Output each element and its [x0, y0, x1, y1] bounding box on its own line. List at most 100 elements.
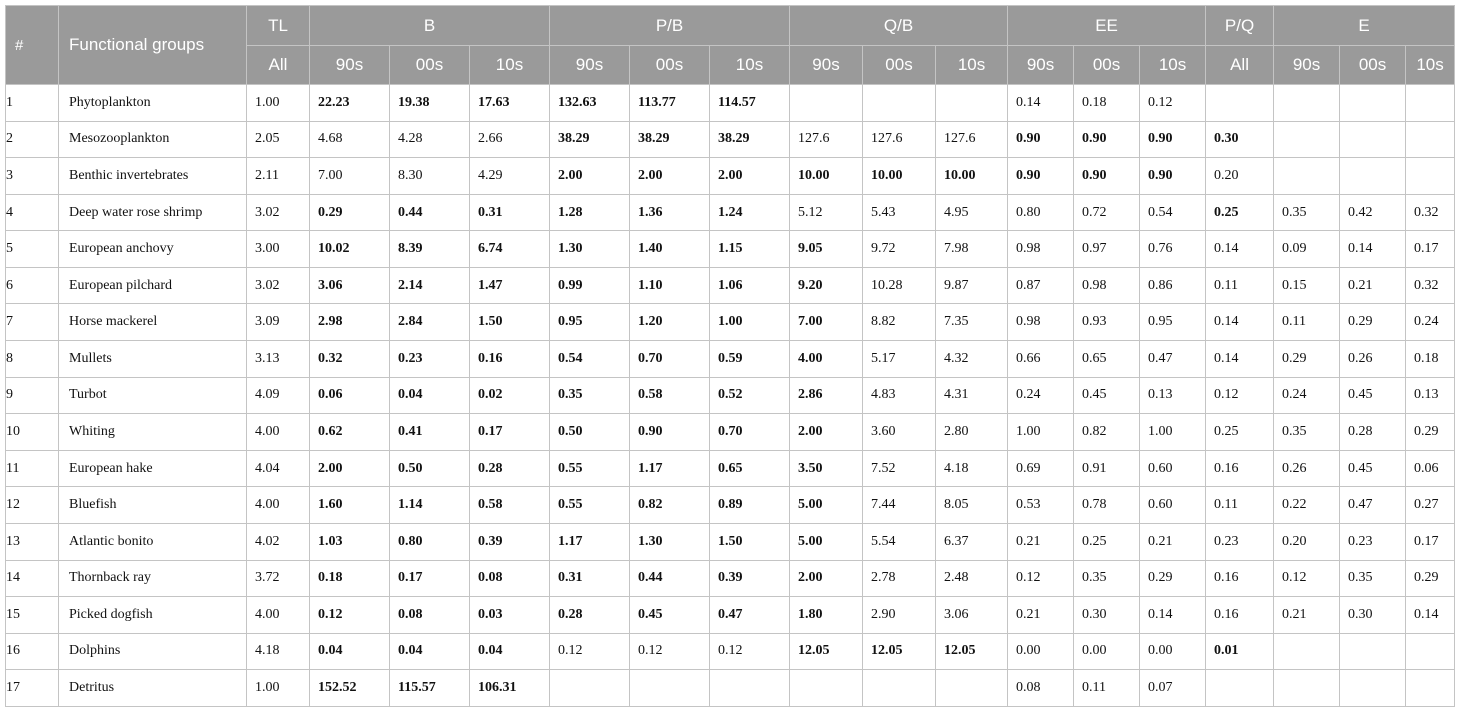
row-index: 14	[5, 559, 59, 598]
table-row: 13 Atlantic bonito 4.02 1.03 0.80 0.39 1.17 1.3…	[5, 522, 1456, 561]
cell: 0.00	[1007, 632, 1075, 671]
header-qb: Q/B	[789, 5, 1009, 46]
subheader-e-10s: 10s	[1405, 45, 1456, 85]
functional-group-name: Benthic invertebrates	[58, 157, 247, 195]
functional-group-name: Detritus	[58, 669, 247, 707]
row-index: 6	[5, 266, 59, 305]
cell: 4.95	[935, 193, 1009, 232]
cell: 8.05	[935, 486, 1009, 524]
cell	[1339, 84, 1407, 122]
cell: 9.05	[789, 230, 864, 268]
header-functional-groups: Functional groups	[58, 5, 247, 85]
cell: 1.17	[629, 449, 711, 488]
cell	[1405, 84, 1456, 122]
cell: 0.17	[468, 413, 551, 451]
table-body: 1 Phytoplankton 1.00 22.23 19.38 17.63 132.63 1…	[5, 84, 1456, 707]
cell: 10.02	[309, 230, 390, 268]
cell: 0.12	[709, 632, 791, 671]
cell: 2.11	[246, 157, 310, 195]
cell: 0.27	[1405, 486, 1456, 524]
cell	[1205, 84, 1275, 122]
cell: 4.31	[935, 376, 1009, 415]
cell: 10.00	[862, 157, 937, 195]
cell: 0.66	[1007, 340, 1075, 378]
cell: 0.80	[1007, 193, 1075, 232]
cell: 0.00	[1139, 632, 1207, 671]
cell: 0.60	[1139, 449, 1207, 488]
table-row: 6 European pilchard 3.02 3.06 2.14 1.47 0.99 1.…	[5, 266, 1456, 305]
cell: 2.00	[309, 449, 390, 488]
cell: 0.50	[389, 449, 470, 488]
cell: 1.00	[709, 303, 791, 342]
cell: 4.09	[246, 376, 310, 415]
cell: 0.16	[468, 340, 551, 378]
cell: 0.30	[1205, 120, 1275, 159]
cell: 0.29	[1139, 559, 1207, 598]
functional-group-name: Horse mackerel	[58, 303, 247, 342]
cell: 3.02	[246, 266, 310, 305]
cell: 17.63	[468, 84, 551, 122]
cell: 0.39	[468, 522, 551, 561]
cell: 2.00	[709, 157, 791, 195]
cell: 0.16	[1205, 449, 1275, 488]
cell: 0.01	[1205, 632, 1275, 671]
cell: 0.98	[1073, 266, 1141, 305]
cell: 0.00	[1073, 632, 1141, 671]
cell: 3.13	[246, 340, 310, 378]
cell	[1405, 669, 1456, 707]
cell: 10.00	[935, 157, 1009, 195]
cell: 0.04	[309, 632, 390, 671]
cell: 0.18	[309, 559, 390, 598]
cell: 0.12	[1007, 559, 1075, 598]
cell: 0.47	[1139, 340, 1207, 378]
cell: 0.12	[629, 632, 711, 671]
cell	[1405, 632, 1456, 671]
cell: 8.39	[389, 230, 470, 268]
row-index: 12	[5, 486, 59, 524]
cell: 0.41	[389, 413, 470, 451]
functional-group-name: Dolphins	[58, 632, 247, 671]
cell: 6.37	[935, 522, 1009, 561]
cell: 0.90	[1007, 157, 1075, 195]
cell: 2.14	[389, 266, 470, 305]
cell: 0.90	[629, 413, 711, 451]
cell: 0.54	[549, 340, 631, 378]
row-index: 2	[5, 120, 59, 159]
cell: 0.14	[1007, 84, 1075, 122]
cell: 5.00	[789, 522, 864, 561]
cell: 3.72	[246, 559, 310, 598]
cell: 0.11	[1073, 669, 1141, 707]
cell: 0.24	[1273, 376, 1341, 415]
cell: 1.03	[309, 522, 390, 561]
cell: 0.08	[468, 559, 551, 598]
cell: 0.06	[1405, 449, 1456, 488]
cell: 1.10	[629, 266, 711, 305]
cell: 2.00	[789, 413, 864, 451]
cell: 0.35	[1339, 559, 1407, 598]
cell: 0.55	[549, 486, 631, 524]
cell: 0.93	[1073, 303, 1141, 342]
cell: 8.82	[862, 303, 937, 342]
cell: 0.42	[1339, 193, 1407, 232]
cell: 9.20	[789, 266, 864, 305]
cell: 2.78	[862, 559, 937, 598]
table-row: 16 Dolphins 4.18 0.04 0.04 0.04 0.12 0.12 0.12 12…	[5, 632, 1456, 671]
cell: 12.05	[935, 632, 1009, 671]
cell: 5.43	[862, 193, 937, 232]
cell: 10.00	[789, 157, 864, 195]
cell: 0.14	[1339, 230, 1407, 268]
table-row: 14 Thornback ray 3.72 0.18 0.17 0.08 0.31 0.44 0…	[5, 559, 1456, 598]
subheader-qb-00s: 00s	[862, 45, 937, 85]
cell: 0.39	[709, 559, 791, 598]
cell: 0.23	[1205, 522, 1275, 561]
cell: 0.60	[1139, 486, 1207, 524]
cell: 0.86	[1139, 266, 1207, 305]
cell: 0.29	[1405, 559, 1456, 598]
cell: 0.13	[1139, 376, 1207, 415]
subheader-b-00s: 00s	[389, 45, 470, 85]
table-row: 11 European hake 4.04 2.00 0.50 0.28 0.55 1.17 0…	[5, 449, 1456, 488]
subheader-b-90s: 90s	[309, 45, 390, 85]
cell: 7.35	[935, 303, 1009, 342]
cell: 2.00	[549, 157, 631, 195]
cell	[1405, 120, 1456, 159]
